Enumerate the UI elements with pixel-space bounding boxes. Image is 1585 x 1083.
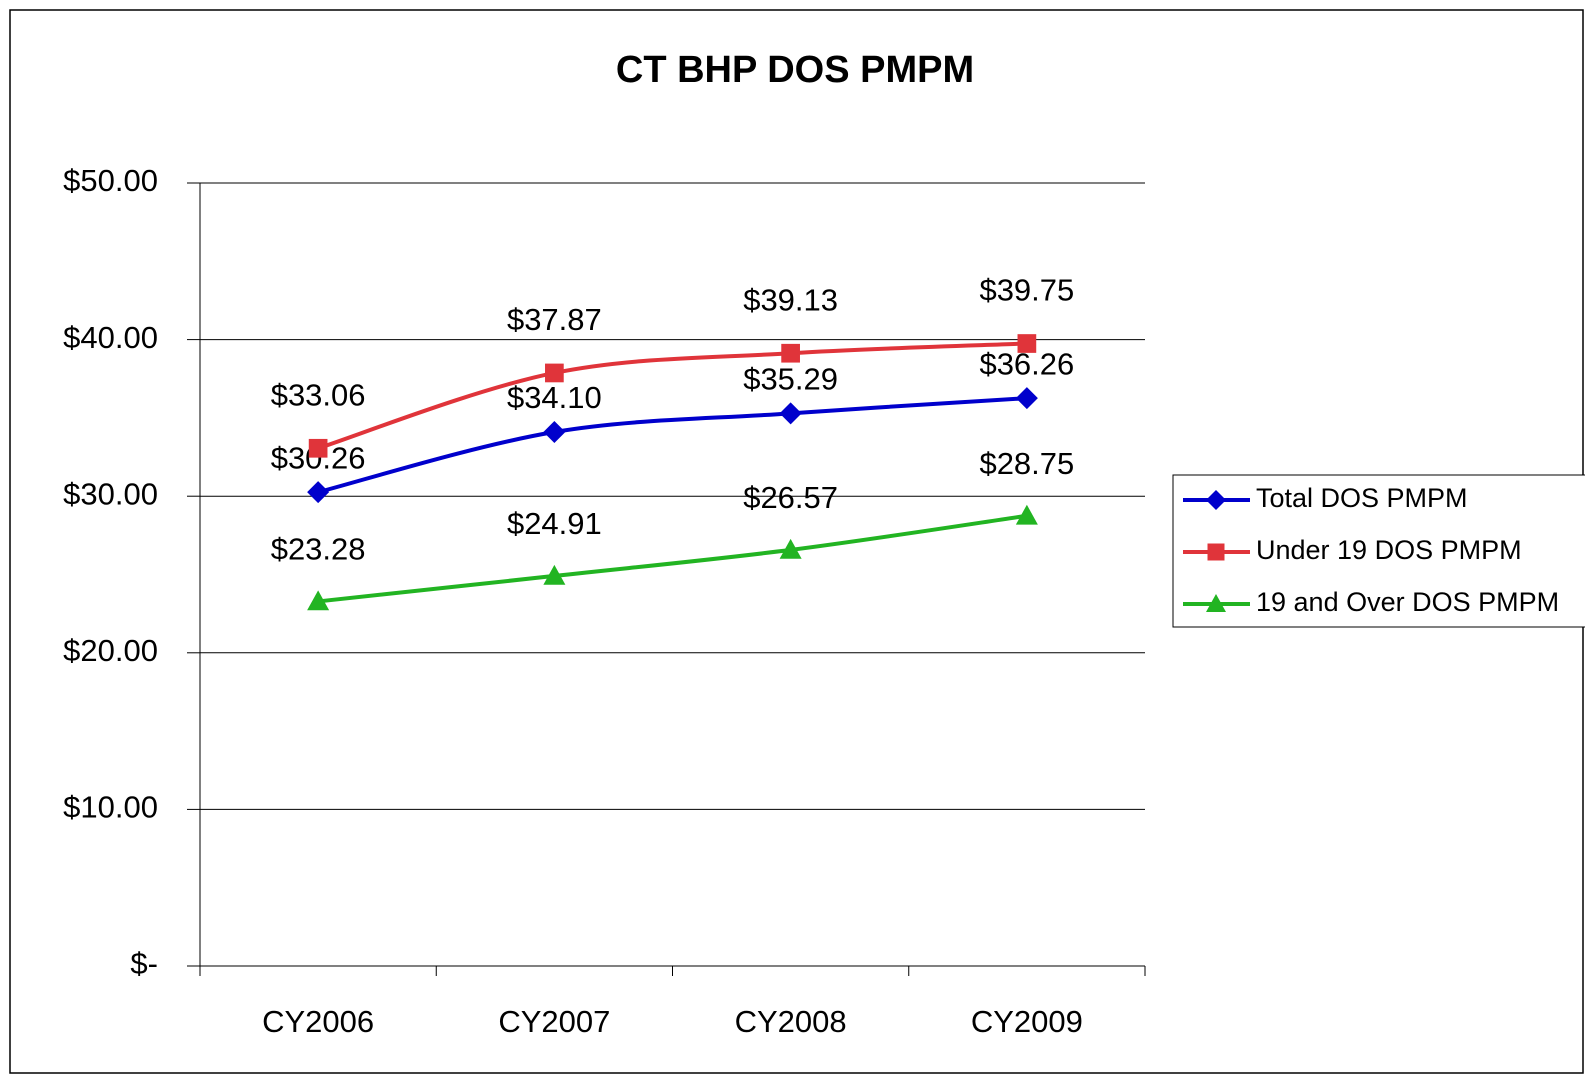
legend-marker bbox=[1207, 543, 1225, 561]
data-label: $33.06 bbox=[271, 377, 366, 412]
series-line bbox=[317, 396, 1028, 495]
marker bbox=[779, 538, 802, 559]
marker bbox=[1015, 387, 1038, 410]
y-tick-label: $40.00 bbox=[63, 320, 158, 355]
legend-label: Total DOS PMPM bbox=[1256, 483, 1468, 513]
data-label: $26.57 bbox=[743, 480, 838, 515]
marker bbox=[543, 420, 566, 443]
y-tick-label: $30.00 bbox=[63, 476, 158, 511]
data-label: $39.75 bbox=[979, 273, 1074, 308]
marker bbox=[543, 564, 566, 585]
series-line bbox=[317, 341, 1027, 451]
x-tick-label: CY2009 bbox=[971, 1004, 1083, 1039]
data-label: $23.28 bbox=[271, 532, 366, 567]
y-tick-label: $10.00 bbox=[63, 790, 158, 825]
marker bbox=[1015, 504, 1038, 525]
marker bbox=[781, 343, 800, 363]
legend-marker bbox=[1206, 490, 1226, 510]
x-tick-label: CY2008 bbox=[735, 1004, 847, 1039]
data-label: $24.91 bbox=[507, 506, 602, 541]
data-label: $35.29 bbox=[743, 362, 838, 397]
y-tick-label: $50.00 bbox=[63, 163, 158, 198]
legend-label: 19 and Over DOS PMPM bbox=[1256, 587, 1559, 617]
x-tick-label: CY2006 bbox=[262, 1004, 374, 1039]
marker bbox=[1017, 334, 1037, 353]
x-tick-label: CY2007 bbox=[498, 1004, 610, 1039]
series-line bbox=[317, 513, 1028, 604]
legend-marker bbox=[1206, 594, 1226, 612]
data-label: $34.10 bbox=[507, 380, 602, 415]
marker bbox=[307, 590, 330, 611]
y-tick-label: $- bbox=[130, 946, 158, 981]
marker bbox=[779, 402, 802, 425]
y-tick-label: $20.00 bbox=[63, 633, 158, 668]
marker bbox=[307, 481, 330, 504]
legend-label: Under 19 DOS PMPM bbox=[1256, 535, 1522, 565]
data-label: $37.87 bbox=[507, 302, 602, 337]
marker bbox=[545, 363, 564, 383]
data-label: $28.75 bbox=[979, 446, 1074, 481]
marker bbox=[308, 438, 328, 458]
data-label: $39.13 bbox=[743, 282, 838, 317]
chart-title: CT BHP DOS PMPM bbox=[616, 49, 974, 91]
